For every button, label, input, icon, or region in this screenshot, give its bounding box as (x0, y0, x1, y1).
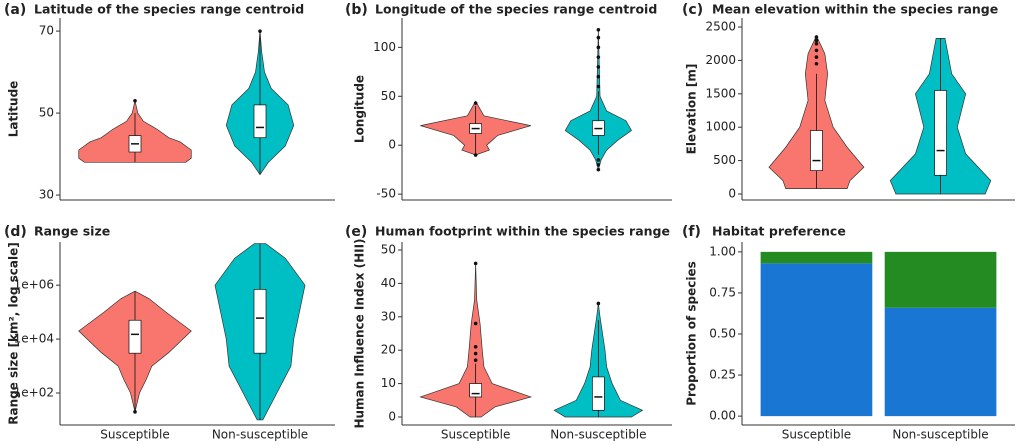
outlier (814, 38, 819, 43)
y-tick-label: 1.00 (709, 244, 736, 258)
outlier (473, 345, 478, 349)
x-tick-label: Susceptible (100, 428, 169, 442)
y-tick-label: 40 (381, 276, 396, 290)
y-axis-label: Human Influence Index (HII) (353, 238, 367, 428)
y-tick-label: 20 (381, 343, 396, 357)
outlier (596, 74, 601, 79)
box (469, 383, 482, 398)
panel-label: (e) (345, 224, 367, 240)
y-tick-label: 30 (39, 188, 54, 202)
box (810, 130, 823, 171)
outlier (596, 301, 601, 306)
y-tick-label: 50 (381, 243, 396, 257)
outlier (596, 167, 601, 172)
y-tick-label: -50 (376, 187, 396, 201)
x-tick-label: Non-susceptible (212, 428, 308, 442)
panel-title: Range size (34, 224, 110, 239)
y-tick-label: 30 (381, 309, 396, 323)
outlier (596, 84, 601, 89)
box (253, 289, 267, 354)
outlier (596, 45, 601, 50)
panel-label: (b) (345, 2, 368, 18)
bar-segment (884, 251, 997, 308)
outlier (258, 29, 262, 33)
outlier (814, 41, 819, 46)
y-axis-label: Elevation [m] (685, 64, 699, 155)
box (592, 376, 605, 411)
outlier (473, 153, 478, 157)
outlier (596, 65, 601, 69)
y-tick-label: 50 (39, 106, 54, 120)
y-tick-label: 0 (388, 409, 396, 423)
outlier (473, 358, 478, 363)
box (253, 104, 267, 139)
y-tick-label: 500 (713, 153, 736, 167)
y-tick-label: 50 (381, 89, 396, 103)
outlier (473, 101, 478, 105)
bar-segment (760, 251, 873, 264)
x-tick-label: Susceptible (441, 428, 510, 442)
outlier (814, 35, 819, 39)
outlier (596, 158, 601, 162)
x-tick-label: Susceptible (782, 428, 851, 442)
y-tick-label: 1e+02 (14, 386, 54, 400)
outlier (814, 48, 819, 53)
outlier (473, 261, 478, 266)
outlier (814, 55, 819, 59)
panel-label: (c) (682, 2, 703, 18)
y-tick-label: 0.00 (709, 409, 736, 423)
y-tick-label: 10 (381, 376, 396, 390)
box (128, 319, 142, 354)
y-tick-label: 1000 (705, 120, 736, 134)
panel-title: Habitat preference (712, 224, 846, 239)
y-tick-label: 2000 (705, 53, 736, 67)
y-tick-label: 70 (39, 24, 54, 38)
y-axis-label: Range size [km², log scale] (7, 242, 21, 425)
y-axis-label: Longitude (353, 75, 367, 143)
panel-label: (d) (4, 224, 27, 240)
x-tick-label: Non-susceptible (550, 428, 646, 442)
outlier (596, 35, 601, 40)
outlier (596, 27, 601, 32)
violin (419, 263, 533, 418)
y-tick-label: 100 (373, 40, 396, 54)
box (934, 90, 947, 176)
bar-segment (884, 307, 997, 417)
panel-label: (a) (4, 2, 26, 18)
y-tick-label: 2500 (705, 20, 736, 34)
panel-title: Human footprint within the species range (375, 224, 670, 239)
y-tick-label: 0 (728, 186, 736, 200)
y-tick-label: 1e+06 (14, 278, 54, 292)
y-tick-label: 1e+04 (14, 332, 54, 346)
y-axis-label: Latitude (7, 81, 21, 138)
y-tick-label: 1500 (705, 86, 736, 100)
y-tick-label: 0.50 (709, 326, 736, 340)
y-tick-label: 0.75 (709, 285, 736, 299)
panel-title: Mean elevation within the species range (712, 2, 998, 17)
outlier (596, 55, 601, 59)
x-tick-label: Non-susceptible (892, 428, 988, 442)
panel-title: Latitude of the species range centroid (34, 2, 304, 17)
outlier (133, 410, 137, 414)
y-tick-label: 0 (388, 138, 396, 152)
y-tick-label: 0.25 (709, 368, 736, 382)
panel-label: (f) (682, 224, 701, 240)
bar-segment (760, 263, 873, 417)
outlier (814, 61, 819, 66)
outlier (133, 99, 137, 103)
outlier (596, 162, 601, 167)
outlier (473, 321, 478, 326)
y-axis-label: Proportion of species (685, 261, 699, 406)
panel-title: Longitude of the species range centroid (375, 2, 657, 17)
outlier (473, 351, 478, 356)
